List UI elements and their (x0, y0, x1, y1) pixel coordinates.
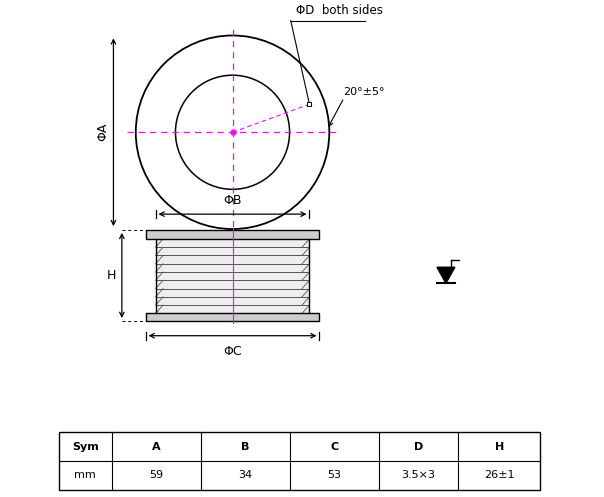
Text: 53: 53 (327, 470, 341, 480)
Bar (156, 239, 309, 314)
Text: ΦC: ΦC (223, 344, 242, 358)
Text: C: C (330, 442, 338, 452)
Text: A: A (152, 442, 161, 452)
Bar (59, 432, 540, 490)
Text: D: D (414, 442, 423, 452)
Text: 20°±5°: 20°±5° (343, 86, 385, 96)
Text: ΦA: ΦA (96, 123, 109, 142)
Text: 3.5×3: 3.5×3 (402, 470, 435, 480)
Text: 26±1: 26±1 (484, 470, 515, 480)
Text: 59: 59 (149, 470, 163, 480)
Text: H: H (495, 442, 504, 452)
Text: H: H (106, 269, 115, 282)
Bar (146, 314, 320, 321)
Bar (307, 102, 312, 106)
Polygon shape (437, 267, 455, 283)
Text: Sym: Sym (72, 442, 98, 452)
Text: ΦB: ΦB (223, 194, 242, 207)
Text: mm: mm (74, 470, 96, 480)
Text: B: B (241, 442, 249, 452)
Bar (146, 230, 320, 239)
Text: 34: 34 (239, 470, 252, 480)
Text: ΦD  both sides: ΦD both sides (296, 3, 382, 16)
